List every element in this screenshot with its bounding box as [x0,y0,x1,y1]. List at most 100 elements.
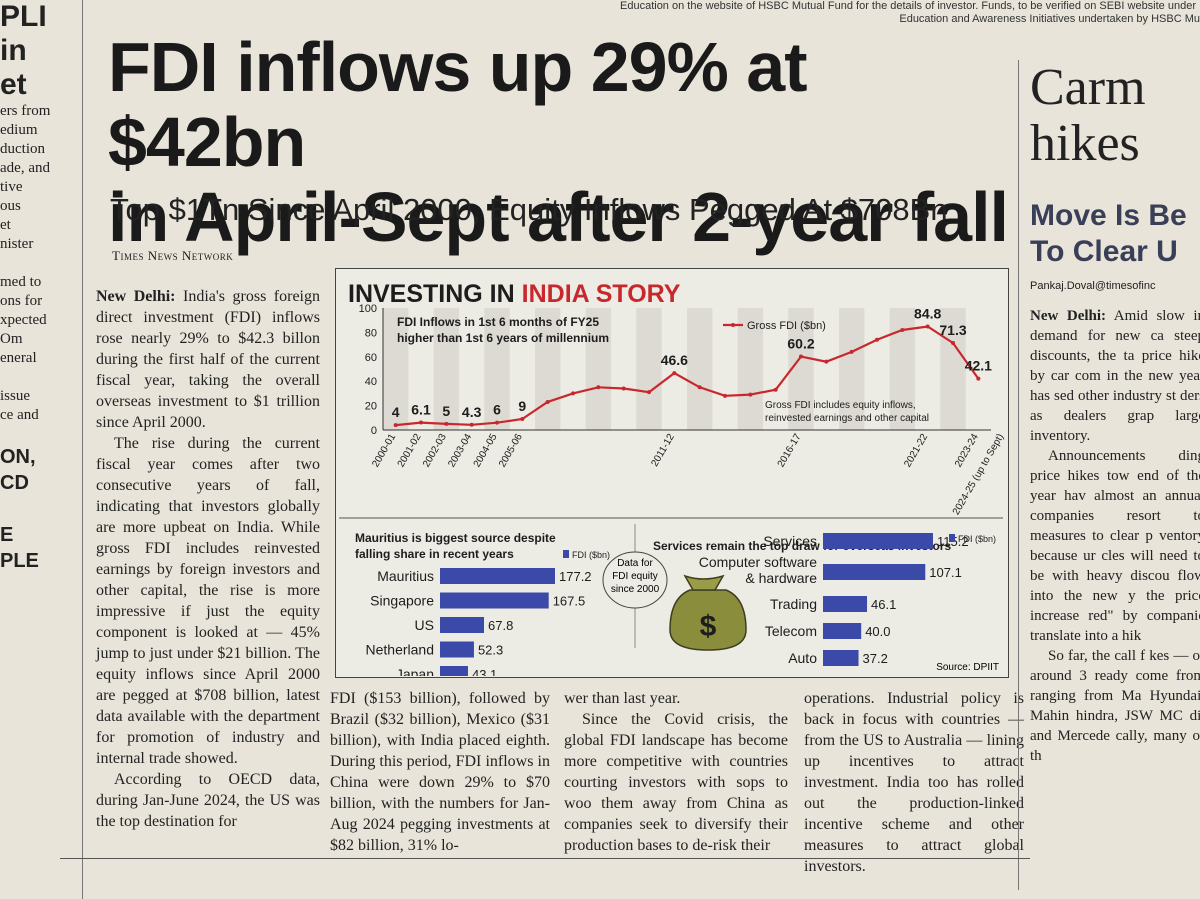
chart-band [383,308,409,430]
line-chart: 0 20 40 60 80 100 4 6.1 5 4.3 6 9 46.6 60.2 84.871.3 42… [359,303,1007,517]
paragraph: Amid slow in demand for new ca steep dis… [1030,308,1200,444]
bar2-value-label: 40.0 [865,624,890,639]
left-column-line [0,425,78,444]
right-subhead-line1: Move Is Be [1030,199,1187,232]
right-byline: Pankaj.Doval@timesofinc [1030,280,1156,292]
bar2-bar [823,596,868,612]
left-column-line [0,254,78,273]
right-headline-line1: Carm [1030,60,1146,116]
bar1-value-label: 52.3 [478,643,503,658]
bar1-category-label: US [415,617,434,633]
data-point [824,359,829,364]
bar1-bar [440,568,555,584]
data-point [672,371,677,376]
y-tick-label: 60 [365,352,377,364]
bar2-bar [823,564,926,580]
data-point [545,399,550,404]
series-line-gross-fdi [395,325,980,427]
left-column-line: et [0,217,11,233]
byline: Times News Network [112,248,234,263]
data-label: 4.3 [462,404,482,420]
left-column: PLI in et ers from edium duction ade, and tive o… [0,0,78,899]
bar1-value-label: 43.1 [472,667,497,676]
chart-band [636,308,662,430]
chart-band [940,308,966,430]
data-label: 9 [518,398,526,414]
data-point [900,327,905,332]
right-dateline: New Delhi: [1030,308,1107,324]
left-column-line: issue [0,388,30,404]
paragraph: FDI ($153 billion), followed by Brazil (… [330,690,550,854]
line-chart-title-l2: higher than 1st 6 years of millennium [397,331,609,345]
bar2-category-label: Services [763,533,817,549]
bar1-bar [440,641,474,658]
data-label: 71.3 [939,322,966,338]
bar2-bar [823,650,859,666]
left-column-line: ers from [0,103,51,119]
bar1-legend-label: FDI ($bn) [572,550,610,560]
bar1-bar [440,617,485,633]
bar2-bar [823,533,933,549]
y-tick-label: 100 [359,303,377,315]
dateline: New Delhi: [96,288,176,305]
data-label: 6 [493,402,501,418]
left-column-line: ons for [0,293,43,309]
data-label: 6.1 [411,402,431,418]
data-label: 84.8 [914,306,941,322]
top-strip-line2: Education and Awareness Initiatives unde… [899,13,1200,25]
data-point [469,422,474,427]
data-point [571,391,575,396]
top-strip-line1: Education on the website of HSBC Mutual … [620,0,1196,12]
x-tick-label: 2002-03 [421,432,449,470]
bar2-category-label: Telecom [765,623,817,639]
chart-band [433,308,459,430]
x-tick-label: 2005-06 [497,432,525,470]
left-column-line [0,496,78,522]
data-label: 42.1 [965,358,992,374]
right-subhead-line2: To Clear U [1030,235,1178,268]
left-column-line: et [0,68,27,101]
money-bag-dollar: $ [700,610,717,643]
x-tick-label: 2023-24 [953,432,981,470]
x-tick-label: 2003-04 [446,432,474,470]
left-column-line: duction [0,141,45,157]
x-tick-label: 2004-05 [472,432,500,470]
left-column-line: Om [0,331,23,347]
data-point [596,385,601,390]
money-bag-icon: $ [669,574,747,651]
chart-note-l2: reinvested earnings and other capital [765,413,929,424]
bar1-category-label: Japan [396,666,434,676]
top-strip: Education on the website of HSBC Mutual … [620,0,1200,40]
y-tick-label: 40 [365,376,377,388]
bar1-value-label: 177.2 [559,569,592,584]
data-label: 5 [442,403,450,419]
article-column-4: operations. Industrial policy is back in… [804,688,1024,877]
bar1-value-label: 67.8 [488,618,513,633]
column-divider-left [82,0,83,899]
x-tick-label: 2016-17 [776,432,804,470]
bar1-category-label: Netherland [366,642,435,658]
data-point [799,354,803,359]
bar1-value-label: 167.5 [553,594,586,609]
article-column-3: wer than last year. Since the Covid cris… [564,688,788,856]
headline-line2: in April-Sept after 2-year fall [108,178,1009,256]
bar1-bar [440,666,468,676]
chart-band [484,308,510,430]
bar-chart-sectors: Services remain the top draw for oversea… [653,533,996,666]
left-column-line: ce and [0,407,39,423]
left-column-line: eneral [0,350,37,366]
equity-note-l2: FDI equity [612,571,658,582]
data-point [520,417,525,422]
y-tick-label: 20 [365,401,377,413]
bar2-category-label-l2: & hardware [745,570,817,586]
data-point [393,423,398,428]
bar2-category-label: Trading [770,596,817,612]
data-label: 46.6 [661,352,688,368]
data-point [444,421,449,426]
data-label: 4 [392,404,400,420]
left-column-line: nister [0,236,34,252]
bar1-legend-swatch [563,550,569,558]
paragraph: wer than last year. [564,690,681,707]
infographic-title-black: INVESTING IN [348,280,515,308]
left-column-line: tive [0,179,23,195]
